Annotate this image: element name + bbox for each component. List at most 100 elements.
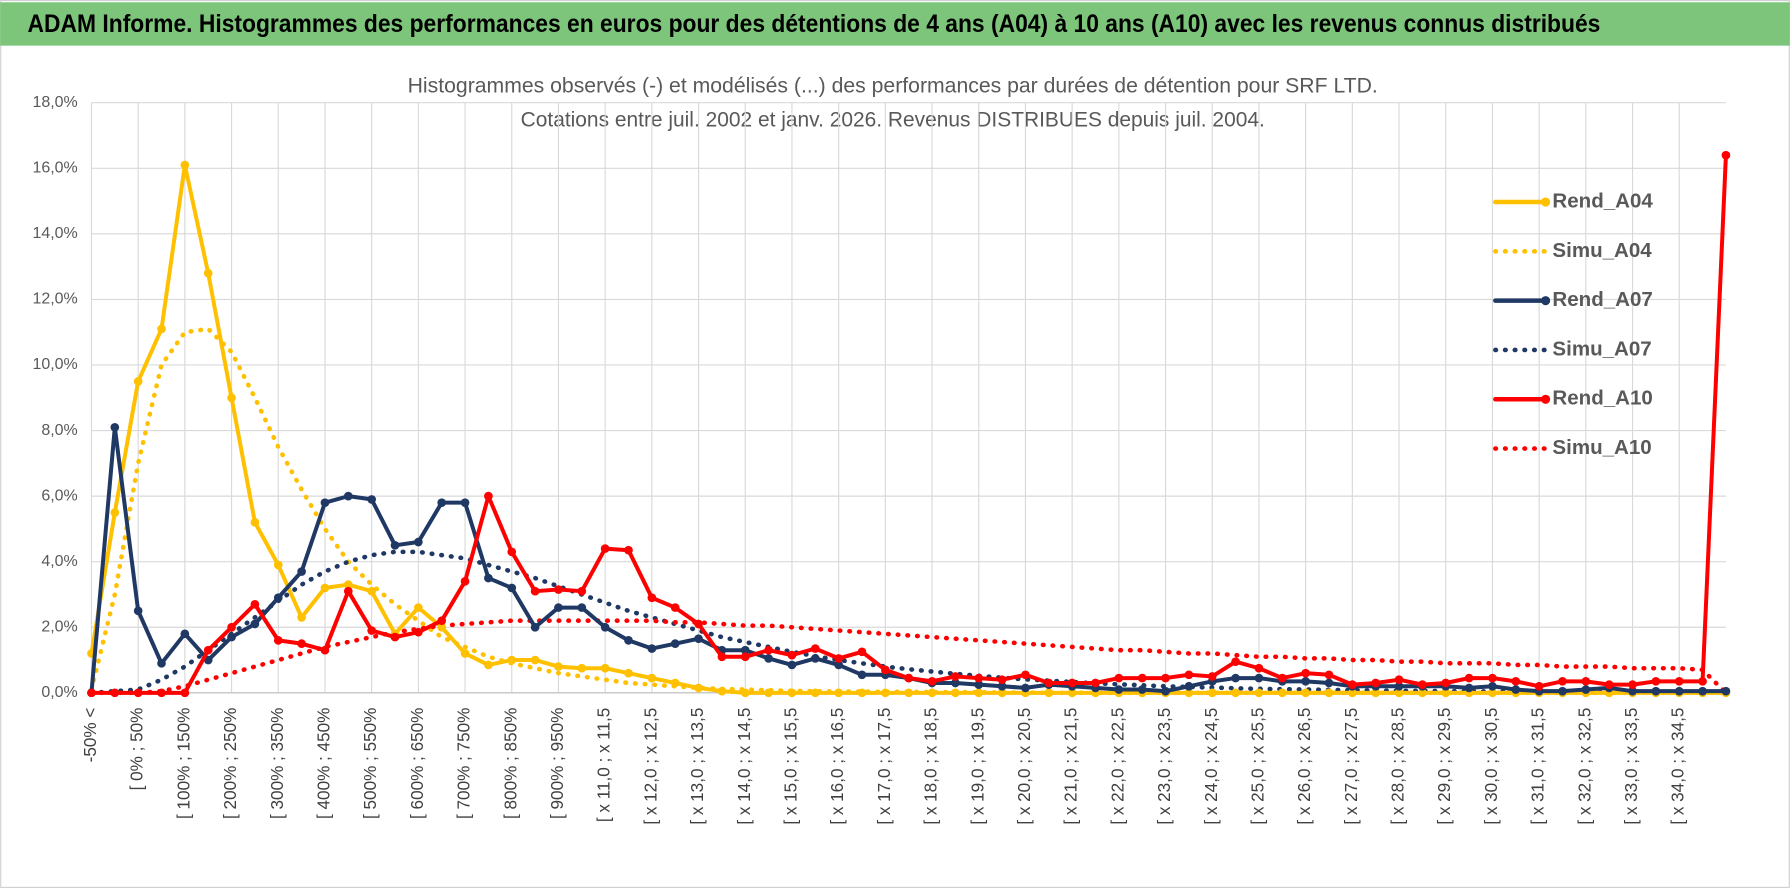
data-point: [787, 650, 797, 660]
legend-marker: [1541, 394, 1551, 404]
x-tick-label: [ x 26,0 ; x 26,5: [1295, 708, 1314, 825]
data-point: [180, 160, 190, 170]
y-tick-label: 2,0%: [41, 618, 77, 635]
data-point: [1394, 681, 1404, 691]
x-tick-label: [ 500% ; 550%: [361, 708, 380, 819]
x-tick-label: [ x 29,0 ; x 29,5: [1435, 708, 1454, 825]
x-tick-label: [ 0% ; 50%: [128, 708, 147, 791]
data-point: [1464, 673, 1474, 683]
data-point: [904, 688, 914, 698]
data-point: [367, 586, 376, 596]
data-point: [1114, 685, 1124, 694]
data-point: [227, 393, 236, 403]
x-tick-label: [ x 12,0 ; x 12,5: [641, 708, 660, 825]
legend: Rend_A04 Simu_A04 Rend_A07 Simu_A07 Rend_A10…: [1493, 189, 1653, 459]
data-point: [1628, 686, 1637, 696]
legend-label: Simu_A10: [1552, 436, 1651, 459]
data-point: [1161, 673, 1170, 683]
data-point: [180, 688, 190, 698]
y-tick-label: 4,0%: [41, 553, 77, 570]
data-point: [1698, 686, 1707, 696]
data-point: [320, 583, 330, 593]
data-point: [1418, 688, 1427, 698]
plot-area: -50% < [ 0% ; 50% [ 100% ; 150% [ 200% ; 25…: [32, 94, 1731, 825]
data-point: [484, 660, 493, 670]
data-point: [834, 654, 843, 663]
data-point: [810, 644, 820, 653]
data-point: [273, 593, 283, 603]
data-point: [110, 422, 120, 432]
data-point: [670, 678, 680, 688]
data-point: [1534, 681, 1544, 691]
data-point: [1674, 677, 1684, 686]
data-point: [414, 603, 423, 612]
data-point: [460, 577, 470, 586]
x-tick-label: [ 900% ; 950%: [548, 708, 567, 819]
data-point: [297, 639, 306, 648]
x-tick-label: [ x 33,0 ; x 33,5: [1622, 708, 1641, 825]
data-point: [390, 632, 400, 642]
data-point: [484, 491, 493, 501]
data-point: [1021, 683, 1030, 693]
data-point: [764, 645, 773, 655]
data-point: [1721, 150, 1731, 160]
data-point: [577, 586, 587, 596]
data-point: [297, 567, 306, 576]
data-point: [577, 603, 587, 612]
legend-label: Rend_A10: [1552, 387, 1652, 410]
data-point: [507, 583, 517, 593]
data-point: [1651, 686, 1661, 696]
data-point: [320, 645, 330, 655]
data-point: [1277, 688, 1287, 698]
data-point: [110, 508, 120, 517]
data-point: [670, 603, 680, 612]
data-point: [1511, 677, 1521, 686]
x-tick-label: [ x 27,0 ; x 27,5: [1342, 708, 1361, 825]
data-point: [1651, 677, 1661, 686]
data-point: [250, 599, 260, 609]
data-point: [787, 660, 797, 670]
data-point: [1184, 670, 1194, 680]
data-point: [810, 654, 820, 663]
y-tick-label: 18,0%: [32, 94, 77, 111]
data-point: [530, 655, 540, 665]
x-tick-label: [ 600% ; 650%: [408, 708, 427, 819]
data-point: [1488, 681, 1497, 691]
header-bar: [0, 2, 1790, 46]
data-point: [997, 688, 1007, 698]
x-tick-label: [ x 23,0 ; x 23,5: [1155, 708, 1174, 825]
data-point: [1488, 688, 1497, 698]
data-point: [1348, 688, 1357, 698]
data-point: [951, 688, 960, 698]
x-tick-label: [ 800% ; 850%: [501, 708, 520, 819]
x-tick-label: [ x 32,0 ; x 32,5: [1575, 708, 1594, 825]
chart-title: Histogrammes observés (-) et modélisés (…: [408, 72, 1378, 97]
legend-label: Rend_A04: [1552, 189, 1653, 212]
data-point: [1301, 668, 1310, 678]
data-point: [1604, 680, 1614, 689]
data-point: [460, 649, 470, 658]
data-point: [927, 688, 937, 698]
series-line-dotted: [89, 618, 1729, 696]
data-point: [530, 586, 540, 596]
data-point: [717, 652, 727, 662]
y-tick-label: 10,0%: [32, 356, 77, 373]
x-tick-label: [ x 34,0 ; x 34,5: [1669, 708, 1688, 825]
x-tick-label: [ 700% ; 750%: [455, 708, 474, 819]
data-point: [1137, 685, 1147, 694]
data-point: [1067, 688, 1077, 698]
x-tick-label: [ x 22,0 ; x 22,5: [1108, 708, 1127, 825]
data-point: [1348, 680, 1357, 689]
data-point: [764, 688, 773, 698]
data-point: [974, 680, 984, 689]
data-point: [857, 647, 867, 657]
data-point: [577, 663, 587, 673]
data-point: [881, 688, 890, 698]
data-point: [1044, 688, 1054, 698]
data-point: [343, 586, 353, 596]
x-tick-label: [ x 15,0 ; x 15,5: [781, 708, 800, 825]
data-point: [974, 688, 984, 698]
x-tick-label: -50% <: [81, 708, 100, 763]
x-tick-label: [ x 31,0 ; x 31,5: [1529, 708, 1548, 825]
